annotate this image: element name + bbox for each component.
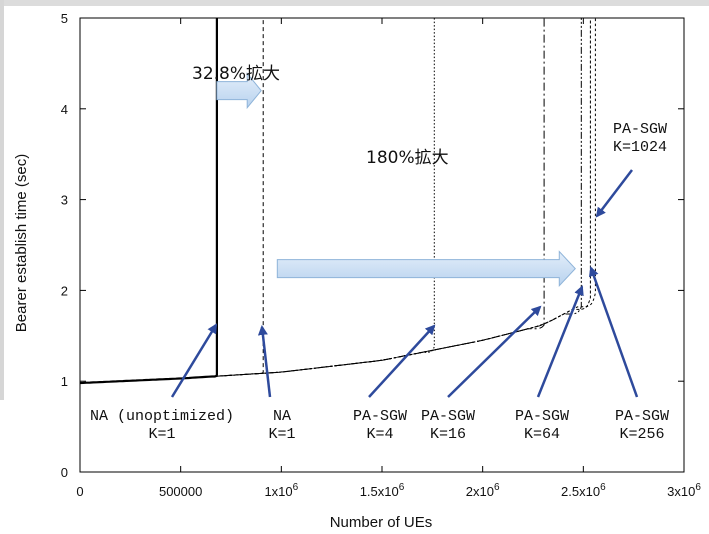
x-tick-label: 3x106: [667, 482, 701, 499]
pointer-arrow-k4: [368, 324, 436, 398]
top-border-strip: [0, 0, 709, 6]
y-tick-label: 1: [61, 374, 68, 389]
y-tick-label: 5: [61, 11, 68, 26]
x-tick-label: 1.5x106: [360, 482, 405, 499]
curve-label-na-line2: K=1: [268, 426, 295, 443]
y-tick-label: 3: [61, 193, 68, 208]
y-tick-label: 4: [61, 102, 68, 117]
x-tick-label-exponent: 6: [600, 482, 606, 493]
pointer-arrow-k256: [588, 266, 639, 398]
x-tick-label: 2.5x106: [561, 482, 606, 499]
curve-label-na-unopt-line2: K=1: [148, 426, 175, 443]
pointer-arrow-k1024: [595, 169, 633, 218]
x-tick-label-base: 500000: [159, 484, 202, 499]
series-line-6: [79, 18, 591, 384]
curve-label-na-line1: NA: [273, 408, 291, 425]
x-tick-label-exponent: 6: [695, 482, 701, 493]
curve-label-k256-line1: PA-SGW: [615, 408, 669, 425]
x-tick-label-base: 0: [76, 484, 83, 499]
series-line-4: [79, 18, 545, 384]
curve-label-k1024-line1: PA-SGW: [613, 121, 667, 138]
expansion-arrow-2: [276, 250, 576, 287]
curve-label-na-unopt-line1: NA (unoptimized): [90, 408, 234, 425]
expansion-arrow-1: [216, 72, 262, 110]
x-tick-label-base: 1.5x10: [360, 484, 399, 499]
x-tick-label-base: 1x10: [264, 484, 292, 499]
x-tick-label-exponent: 6: [293, 482, 299, 493]
curve-label-k4-line2: K=4: [366, 426, 393, 443]
y-tick-label: 2: [61, 283, 68, 298]
curve-label-k1024-line2: K=1024: [613, 139, 667, 156]
y-tick-label: 0: [61, 465, 68, 480]
x-tick-label: 0: [76, 484, 83, 499]
y-axis-title: Bearer establish time (sec): [13, 154, 30, 332]
left-border-strip: [0, 0, 4, 400]
x-tick-label-base: 2.5x10: [561, 484, 600, 499]
curve-label-k4-line1: PA-SGW: [353, 408, 407, 425]
curve-label-k256-line2: K=256: [619, 426, 664, 443]
x-tick-label-exponent: 6: [494, 482, 500, 493]
x-tick-label: 1x106: [264, 482, 298, 499]
curve-label-k64-line2: K=64: [524, 426, 560, 443]
curve-label-k16-line2: K=16: [430, 426, 466, 443]
x-tick-label-base: 3x10: [667, 484, 695, 499]
plot-frame: [79, 17, 685, 473]
expansion-label-1: 32.8%拡大: [192, 64, 280, 84]
x-tick-label-exponent: 6: [399, 482, 405, 493]
series-line-5: [79, 18, 582, 384]
x-tick-label-base: 2x10: [466, 484, 494, 499]
pointer-arrow-na-unopt: [170, 323, 218, 398]
x-tick-label: 2x106: [466, 482, 500, 499]
pointer-arrow-na: [257, 325, 272, 398]
expansion-label-2: 180%拡大: [366, 148, 449, 168]
curve-label-k16-line1: PA-SGW: [421, 408, 475, 425]
curve-label-k64-line1: PA-SGW: [515, 408, 569, 425]
x-axis-title: Number of UEs: [330, 514, 433, 531]
pointer-arrow-k64: [536, 285, 584, 398]
series-line-7: [79, 18, 596, 384]
x-tick-label: 500000: [159, 484, 202, 499]
pointer-arrow-k16: [447, 305, 542, 398]
